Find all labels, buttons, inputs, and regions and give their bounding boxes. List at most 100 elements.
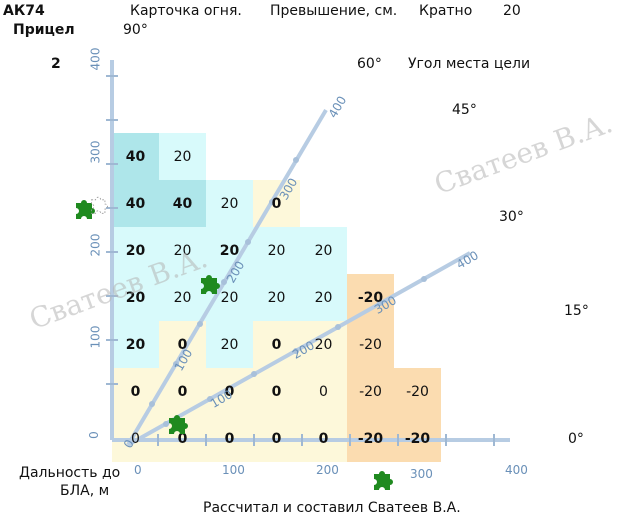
grid-cell-value: 0: [318, 430, 329, 447]
grid-cell-value: -20: [404, 430, 431, 447]
grid-cell-value: 20: [220, 289, 239, 306]
angle-90: 90°: [123, 22, 148, 38]
grid-cell-value: -20: [406, 383, 429, 400]
grid-cell-bg: [300, 274, 347, 321]
y-tick-200: 200: [88, 233, 103, 257]
grid-cell-bg: [347, 321, 394, 368]
grid-cell-value: 40: [172, 195, 193, 212]
grid-cell-value: 0: [177, 430, 188, 447]
grid-cell-value: 0: [271, 195, 282, 212]
card-title: Карточка огня.: [130, 3, 242, 19]
puzzle-icon: [169, 415, 188, 434]
x-axis-label-2: БЛА, м: [60, 483, 110, 499]
grid-cell-bg: [253, 274, 300, 321]
grid-cell-value: 20: [314, 242, 333, 259]
ray-dot: [293, 348, 299, 354]
grid-cell-bg: [112, 227, 159, 274]
grid-cell-value: 0: [177, 383, 188, 400]
grid-cell-value: 0: [177, 336, 188, 353]
grid-cell-bg: [206, 321, 253, 368]
grid-cell-bg: [159, 180, 206, 227]
grid-cell-value: 20: [173, 242, 192, 259]
grid-cell-bg: [206, 368, 253, 415]
ray-dot: [221, 279, 227, 285]
puzzle-icon: [201, 275, 220, 294]
sight-label: Прицел: [13, 22, 75, 38]
x-tick-300: 300: [410, 467, 433, 481]
x-axis-label-1: Дальность до: [19, 465, 121, 481]
grid-cell-value: 20: [125, 289, 146, 306]
ray-dot: [335, 324, 341, 330]
grid-cell-bg: [300, 227, 347, 274]
grid-cell-value: 40: [125, 195, 146, 212]
y-tick-300: 300: [88, 140, 103, 164]
y-tick-0: 0: [86, 431, 101, 439]
multiple-label: Кратно: [419, 3, 473, 19]
grid-cell-value: 20: [267, 289, 286, 306]
grid-cell-value: 20: [125, 242, 146, 259]
grid-cell-bg: [112, 321, 159, 368]
grid-cell-value: 20: [220, 336, 239, 353]
y-tick-400: 400: [88, 47, 103, 71]
grid-cell-bg: [112, 180, 159, 227]
grid-cell-bg: [159, 133, 206, 180]
angle-15: 15°: [564, 303, 589, 319]
grid-cell-value: 0: [224, 430, 235, 447]
grid-cell-bg: [347, 368, 394, 415]
x-tick-400: 400: [505, 463, 528, 477]
grid-cell-bg: [159, 274, 206, 321]
grid-cell-value: 40: [125, 148, 146, 165]
angle-45: 45°: [452, 102, 477, 118]
angle-60: 60°: [357, 56, 382, 72]
ray-dot: [421, 276, 427, 282]
grid-cell-value: -20: [359, 383, 382, 400]
grid-cell-value: 0: [224, 383, 235, 400]
ray-dot: [293, 157, 299, 163]
grid-cell-value: 20: [267, 242, 286, 259]
grid-cell-bg: [253, 227, 300, 274]
grid-cell-value: 20: [314, 289, 333, 306]
ray-60-line: [126, 108, 328, 447]
sight-value: 2: [51, 56, 61, 72]
ray-30-line: [127, 251, 471, 447]
footer-credit: Рассчитал и составил Сватеев В.А.: [203, 500, 461, 516]
grid-cell-value: 0: [271, 383, 282, 400]
puzzle-icon: [76, 200, 95, 219]
puzzle-icon: [374, 471, 393, 490]
grid-cell-value: 0: [131, 430, 140, 447]
grid-cell-value: 0: [130, 383, 141, 400]
ray-dot: [269, 199, 275, 205]
angle-0: 0°: [568, 431, 584, 447]
grid-cell-bg: [347, 274, 394, 321]
grid-cell-value: 0: [271, 336, 282, 353]
grid-cell-bg: [159, 227, 206, 274]
grid-cell-bg: [206, 180, 253, 227]
grid-cell-value: 20: [220, 195, 239, 212]
grid-cell-value: 0: [271, 430, 282, 447]
grid-cell-bg: [112, 274, 159, 321]
grid-cell-bg: [300, 368, 347, 415]
x-tick-0: 0: [134, 463, 142, 477]
angle-label: Угол места цели: [408, 56, 531, 72]
puzzle-outline-icon: [90, 196, 108, 214]
grid-cell-bg: [112, 133, 159, 180]
ray-dot: [245, 239, 251, 245]
x-tick-100: 100: [222, 463, 245, 477]
weapon-name: АК74: [3, 3, 45, 19]
multiple-value: 20: [503, 3, 521, 19]
ray-dot: [197, 321, 203, 327]
grid-cell-value: 20: [173, 148, 192, 165]
ray-dot: [207, 396, 213, 402]
grid-cell-value: 20: [125, 336, 146, 353]
grid-cell-value: 20: [219, 242, 240, 259]
ray-dot: [149, 401, 155, 407]
grid-cell-value: -20: [357, 289, 384, 306]
grid-cell-value: 20: [173, 289, 192, 306]
grid-cell-value: -20: [357, 430, 384, 447]
grid-cell-value: -20: [359, 336, 382, 353]
x-tick-200: 200: [316, 463, 339, 477]
excess-label: Превышение, см.: [270, 3, 398, 19]
ray-dot: [163, 421, 169, 427]
ray-dot: [251, 371, 257, 377]
